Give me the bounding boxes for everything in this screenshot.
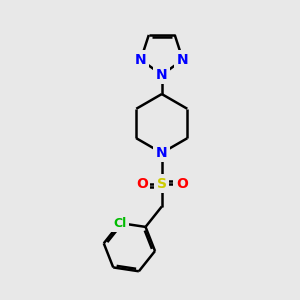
- Text: N: N: [177, 53, 189, 67]
- Text: O: O: [136, 177, 148, 191]
- Text: N: N: [156, 68, 168, 82]
- Text: N: N: [135, 53, 147, 67]
- Text: Cl: Cl: [113, 217, 127, 230]
- Text: S: S: [157, 177, 167, 191]
- Text: N: N: [156, 146, 168, 160]
- Text: O: O: [176, 177, 188, 191]
